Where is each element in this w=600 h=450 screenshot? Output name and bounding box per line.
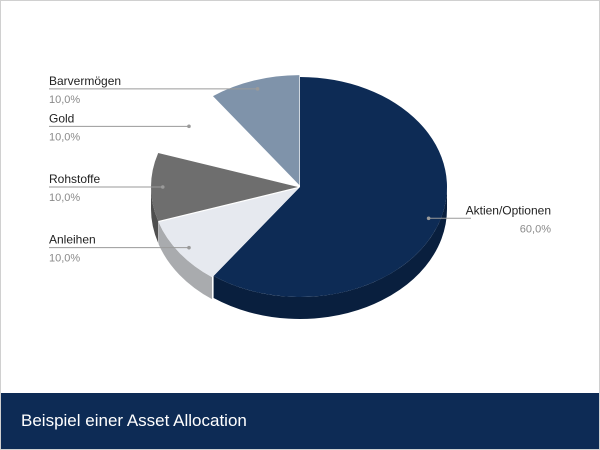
leader-dot-anleihen bbox=[187, 245, 191, 250]
leader-dot-aktien-optionen bbox=[426, 216, 431, 221]
leader-dot-gold bbox=[187, 124, 191, 129]
pie-slice-side-rohstoffe bbox=[151, 187, 159, 243]
footer-title: Beispiel einer Asset Allocation bbox=[21, 411, 247, 430]
pie-slice-side-aktien-optionen bbox=[213, 187, 447, 319]
slice-label-anleihen: Anleihen bbox=[49, 233, 96, 247]
slice-label-barvermoegen: Barvermögen bbox=[49, 74, 121, 88]
slice-value-rohstoffe: 10,0% bbox=[49, 192, 80, 204]
pie-slice-barvermoegen[interactable] bbox=[212, 75, 300, 186]
label-layer: Aktien/Optionen 60,0% Anleihen 10,0% Rohstof… bbox=[49, 74, 551, 265]
leader-dot-barvermoegen bbox=[255, 87, 260, 91]
pie-slice-gold[interactable] bbox=[158, 96, 299, 186]
footer-bar: Beispiel einer Asset Allocation bbox=[1, 393, 599, 449]
pie-slice-aktien-optionen[interactable] bbox=[213, 77, 448, 298]
slice-value-barvermoegen: 10,0% bbox=[49, 94, 80, 106]
slice-label-aktien-optionen: Aktien/Optionen bbox=[466, 203, 551, 217]
pie-slice-anleihen[interactable] bbox=[158, 188, 299, 278]
slice-value-gold: 10,0% bbox=[49, 131, 80, 143]
slice-label-rohstoffe: Rohstoffe bbox=[49, 172, 100, 186]
asset-allocation-pie-chart: Aktien/Optionen 60,0% Anleihen 10,0% Rohstof… bbox=[49, 74, 551, 319]
slice-value-anleihen: 10,0% bbox=[49, 253, 80, 265]
pie-slice-rohstoffe[interactable] bbox=[151, 153, 298, 221]
leader-dot-rohstoffe bbox=[160, 185, 165, 189]
slice-label-gold: Gold bbox=[49, 111, 74, 125]
pie-layer bbox=[151, 75, 448, 319]
pie-slice-side-anleihen bbox=[158, 222, 212, 300]
slice-value-aktien-optionen: 60,0% bbox=[520, 223, 551, 235]
